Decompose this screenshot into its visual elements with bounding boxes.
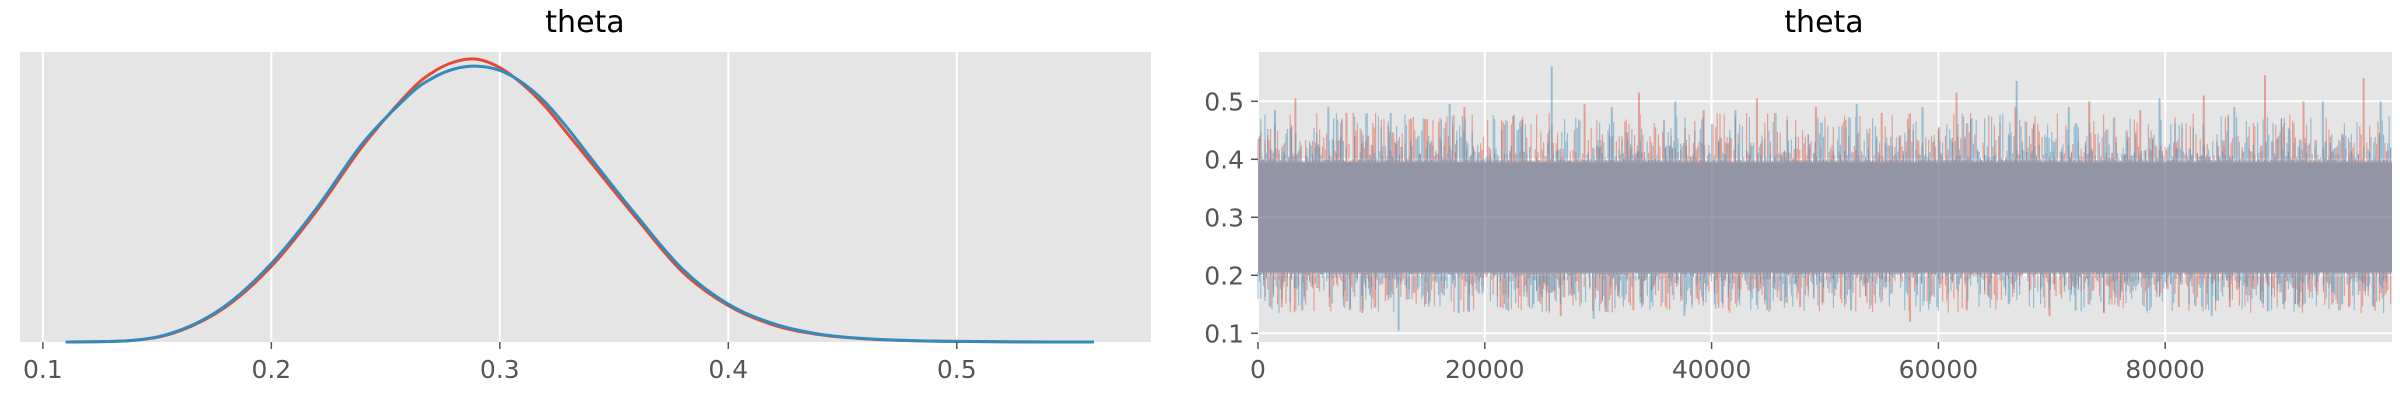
trace-x-tick-label: 0 <box>1250 355 1266 384</box>
trace-x-tick-label: 80000 <box>2125 355 2205 384</box>
trace-y-tick-label: 0.3 <box>1204 203 1244 232</box>
trace-x-tick-label: 20000 <box>1445 355 1525 384</box>
density-lines <box>65 57 1094 344</box>
trace-chain-1 <box>1257 66 2392 331</box>
trace-plot: theta 0.1 0.2 0.3 0.4 0.5 0 20000 40000 60000 800… <box>1204 5 2392 384</box>
density-plot-title: theta <box>545 5 624 40</box>
trace-y-tick-label: 0.2 <box>1204 261 1244 290</box>
density-plot: theta 0.1 0.2 0.3 0.4 0.5 <box>20 5 1151 384</box>
trace-fringe <box>1257 112 2392 313</box>
trace-x-tick-label: 40000 <box>1672 355 1752 384</box>
density-line-chain-1 <box>65 64 1094 344</box>
trace-x-tick-label: 60000 <box>1899 355 1979 384</box>
trace-y-tick-label: 0.4 <box>1204 145 1244 174</box>
density-grid <box>41 52 958 342</box>
trace-ticks: 0.1 0.2 0.3 0.4 0.5 0 20000 40000 60000 80000 <box>1204 87 2205 384</box>
trace-lines <box>1257 66 2392 331</box>
trace-y-tick-label: 0.5 <box>1204 87 1244 116</box>
trace-band <box>1258 162 2392 273</box>
trace-band <box>1258 162 2392 273</box>
trace-plot-title: theta <box>1784 5 1863 40</box>
density-x-tick-label: 0.2 <box>251 355 291 384</box>
density-x-tick-label: 0.3 <box>480 355 520 384</box>
density-x-tick-label: 0.4 <box>708 355 748 384</box>
density-x-tick-label: 0.5 <box>937 355 977 384</box>
density-x-ticks: 0.1 0.2 0.3 0.4 0.5 <box>23 342 977 384</box>
density-plot-area <box>20 52 1151 342</box>
density-x-tick-label: 0.1 <box>23 355 63 384</box>
trace-y-tick-label: 0.1 <box>1204 319 1244 348</box>
trace-grid <box>1257 52 2392 342</box>
trace-chain-0 <box>1257 75 2392 322</box>
